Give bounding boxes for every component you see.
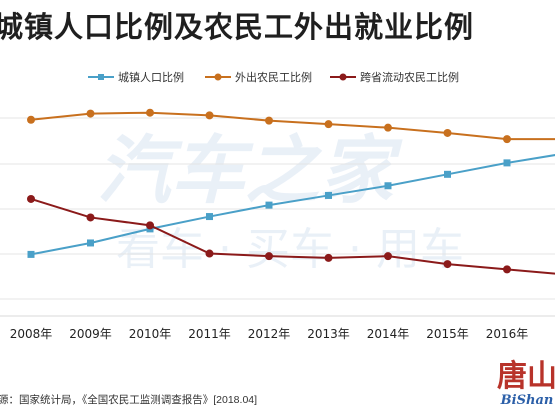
data-point xyxy=(265,252,273,261)
series-line xyxy=(30,111,555,141)
legend-swatch-marker xyxy=(339,73,347,81)
x-tick-label: 2012年 xyxy=(248,327,291,341)
legend-label: 跨省流动农民工比例 xyxy=(360,70,459,84)
data-point xyxy=(146,221,154,230)
data-point xyxy=(86,213,95,222)
data-point xyxy=(384,123,392,132)
brand-logo-cn: 唐山 xyxy=(497,359,555,394)
x-tick-label: 2014年 xyxy=(367,327,410,341)
data-point xyxy=(503,135,511,144)
x-tick-label: 2008年 xyxy=(10,327,53,341)
x-tick-label: 2009年 xyxy=(69,327,112,341)
brand-logo-en: BiShan xyxy=(500,393,554,408)
legend-label: 外出农民工比例 xyxy=(235,70,312,84)
gridlines xyxy=(0,117,555,317)
legend-label: 城镇人口比例 xyxy=(118,70,184,84)
data-point xyxy=(87,239,94,247)
legend-swatch-marker xyxy=(214,73,222,81)
data-point xyxy=(324,120,333,129)
legend-swatch-marker xyxy=(98,74,104,80)
data-point xyxy=(503,265,511,274)
series-line xyxy=(30,154,555,256)
data-point xyxy=(205,249,214,258)
watermark-main: 汽车之家 xyxy=(97,128,403,214)
data-point xyxy=(443,128,452,137)
data-point xyxy=(443,260,452,269)
legend: 城镇人口比例 外出农民工比例 跨省流动农民工比例 xyxy=(88,70,459,84)
data-point xyxy=(27,194,35,203)
data-point xyxy=(444,170,451,178)
data-point xyxy=(384,182,392,190)
data-point xyxy=(86,109,95,118)
data-point xyxy=(384,252,392,261)
data-point xyxy=(205,111,214,120)
data-point xyxy=(265,116,273,125)
data-point xyxy=(206,213,213,221)
series-group xyxy=(27,108,555,275)
data-point xyxy=(265,201,273,209)
x-tick-label: 2015年 xyxy=(426,327,469,341)
series-line xyxy=(30,198,555,275)
x-axis-ticks: 2008年 2009年 2010年 2011年 2012年 2013年 2014年 2015年… xyxy=(10,327,529,341)
data-point xyxy=(324,253,333,262)
watermark-sub: 看车 · 买车 · 用车 xyxy=(116,224,464,275)
data-point xyxy=(27,250,35,258)
x-tick-label: 2011年 xyxy=(188,327,231,341)
source-note: 源：国家统计局，《全国农民工监测调查报告》[2018.04] xyxy=(0,394,258,406)
data-point xyxy=(503,159,511,167)
x-tick-label: 2016年 xyxy=(486,327,529,341)
x-tick-label: 2010年 xyxy=(129,327,172,341)
watermark: 汽车之家 看车 · 买车 · 用车 xyxy=(97,128,464,275)
data-point xyxy=(325,191,332,199)
brand-logo: 唐山 BiShan xyxy=(495,362,555,416)
x-tick-label: 2013年 xyxy=(307,327,350,341)
chart-title: 城镇人口比例及农民工外出就业比例 xyxy=(0,12,475,44)
data-point xyxy=(146,108,154,117)
data-point xyxy=(27,115,35,124)
